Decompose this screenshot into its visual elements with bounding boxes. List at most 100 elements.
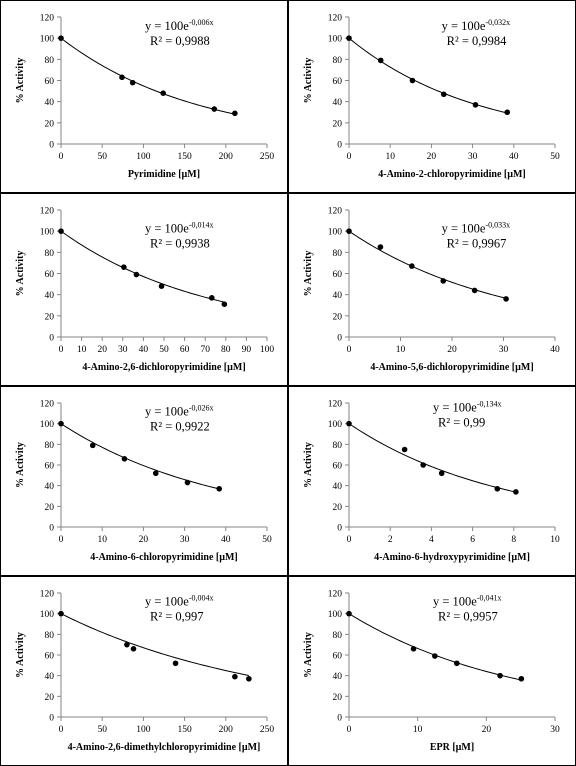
x-tick-label: 90 — [242, 345, 252, 355]
x-tick-label: 0 — [347, 152, 352, 162]
y-tick-label: 60 — [45, 652, 55, 662]
x-tick-label: 50 — [159, 345, 169, 355]
y-tick-label: 40 — [333, 482, 343, 492]
y-tick-label: 40 — [45, 672, 55, 682]
chart-svg: 0 20 40 60 80 100 120 0 50 100 150 200 250 4-Amino-2,… — [15, 590, 275, 754]
y-tick-label: 80 — [333, 631, 343, 641]
x-tick-label: 250 — [260, 725, 275, 735]
y-tick-label: 0 — [337, 714, 342, 724]
data-point — [152, 470, 159, 477]
y-tick-label: 60 — [45, 77, 55, 87]
data-point — [377, 244, 384, 250]
y-tick-label: 60 — [45, 270, 55, 280]
y-tick-label: 80 — [45, 631, 55, 641]
x-tick-label: 10 — [550, 535, 560, 545]
x-tick-label: 20 — [482, 725, 492, 735]
y-tick-label: 100 — [40, 610, 55, 620]
y-tick-label: 60 — [333, 652, 343, 662]
data-point — [216, 485, 223, 492]
y-tick-label: 20 — [333, 693, 343, 703]
r-squared-label: R² = 0,9957 — [438, 610, 498, 624]
chart-panel-5: 0 20 40 60 80 100 120 0 10 20 30 40 50 4-Amino-6-chlo… — [0, 386, 288, 576]
y-tick-label: 20 — [45, 503, 55, 513]
data-point — [121, 264, 127, 270]
data-point — [58, 420, 64, 427]
x-axis-title: 4-Amino-2,6-dimethylchloropyrimidine [µM… — [68, 742, 261, 753]
y-tick-label: 0 — [337, 524, 342, 534]
x-tick-label: 0 — [347, 535, 352, 545]
chart-svg: 0 20 40 60 80 100 120 0 10 20 30 40 50 60 70 80 90 100 4-A… — [15, 207, 275, 374]
y-tick-label: 60 — [333, 462, 343, 472]
x-tick-label: 100 — [260, 345, 275, 355]
data-point — [221, 301, 228, 307]
r-squared-label: R² = 0,9938 — [150, 237, 210, 251]
data-point — [346, 610, 352, 617]
y-axis-title: % Activity — [15, 58, 26, 104]
x-tick-label: 10 — [413, 725, 423, 735]
y-axis-title: % Activity — [303, 442, 314, 488]
y-tick-label: 40 — [45, 98, 55, 108]
y-tick-label: 0 — [49, 524, 54, 534]
chart-svg: 0 20 40 60 80 100 120 0 10 20 30 40 50 4-Amino-6-chlo… — [15, 400, 272, 564]
x-tick-label: 60 — [180, 345, 190, 355]
y-axis-title: % Activity — [303, 632, 314, 678]
y-tick-label: 60 — [333, 77, 343, 87]
fit-curve — [348, 613, 522, 681]
data-point — [409, 77, 416, 84]
y-tick-label: 0 — [49, 714, 54, 724]
y-tick-label: 100 — [40, 35, 55, 45]
x-tick-label: 150 — [177, 725, 192, 735]
x-tick-label: 200 — [219, 152, 234, 162]
x-tick-label: 50 — [550, 152, 560, 162]
chart-svg: 0 20 40 60 80 100 120 0 10 20 30 EPR [µM] % Activity… — [303, 590, 560, 754]
x-axis-title: Pyrimidine [µM] — [128, 169, 200, 180]
y-tick-label: 120 — [328, 400, 343, 410]
y-tick-label: 60 — [333, 270, 343, 280]
data-point — [172, 660, 179, 667]
x-tick-label: 30 — [180, 535, 190, 545]
y-tick-label: 100 — [328, 228, 343, 238]
y-tick-label: 60 — [45, 462, 55, 472]
data-point — [232, 110, 238, 117]
data-point — [438, 470, 445, 477]
fit-curve — [348, 423, 516, 493]
data-point — [454, 660, 460, 667]
data-point — [518, 675, 525, 682]
data-point — [184, 479, 191, 486]
y-tick-label: 0 — [49, 141, 54, 151]
y-tick-label: 80 — [45, 441, 55, 451]
x-tick-label: 70 — [200, 345, 210, 355]
x-tick-label: 8 — [511, 535, 516, 545]
y-tick-label: 80 — [45, 56, 55, 66]
data-point — [124, 641, 130, 648]
data-point — [513, 489, 519, 495]
x-tick-label: 10 — [385, 152, 395, 162]
fit-curve — [348, 37, 508, 114]
y-tick-label: 100 — [40, 228, 55, 238]
fit-equation: y = 100e-0,014x — [145, 221, 214, 236]
data-point — [58, 610, 64, 617]
chart-panel-6: 0 20 40 60 80 100 120 0 2 4 6 8 10 4-Amino-6-hydroxyp… — [288, 386, 576, 576]
x-tick-label: 40 — [509, 152, 519, 162]
data-point — [129, 79, 136, 86]
x-tick-label: 4 — [429, 535, 434, 545]
y-tick-label: 40 — [333, 291, 343, 301]
x-axis-title: 4-Amino-2-chloropyrimidine [µM] — [378, 169, 526, 180]
data-point — [346, 35, 352, 41]
y-tick-label: 20 — [45, 119, 55, 129]
x-tick-label: 0 — [59, 725, 64, 735]
y-tick-label: 80 — [333, 56, 343, 66]
data-point — [346, 228, 352, 234]
y-tick-label: 80 — [45, 249, 55, 259]
fit-curve — [60, 423, 220, 490]
fit-curve — [60, 230, 225, 303]
x-tick-label: 30 — [499, 345, 509, 355]
data-point — [472, 102, 479, 108]
fit-equation: y = 100e-0,026x — [145, 404, 214, 419]
x-axis-title: 4-Amino-2,6-dichloropyrimidine [µM] — [82, 362, 245, 373]
x-tick-label: 2 — [388, 535, 393, 545]
y-tick-label: 40 — [333, 98, 343, 108]
x-tick-label: 10 — [77, 345, 87, 355]
x-tick-label: 50 — [262, 535, 272, 545]
y-tick-label: 0 — [337, 334, 342, 344]
